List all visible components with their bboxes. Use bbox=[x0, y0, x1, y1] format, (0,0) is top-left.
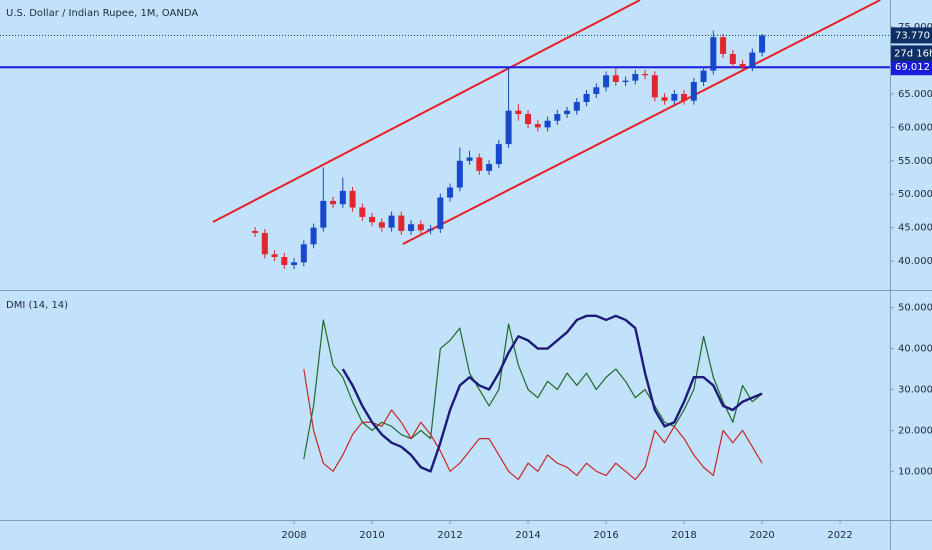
candle-body bbox=[281, 256, 288, 266]
candle-body bbox=[564, 110, 571, 115]
trendline bbox=[212, 0, 641, 223]
candle-body bbox=[476, 157, 483, 171]
candle-body bbox=[427, 228, 434, 231]
candle-body bbox=[632, 73, 639, 81]
candle-body bbox=[554, 114, 561, 121]
candle-body bbox=[310, 227, 317, 245]
y-tick-label: 60.000 bbox=[898, 122, 932, 133]
dmi-line bbox=[341, 314, 763, 473]
y-tick-label: 40.000 bbox=[898, 256, 932, 267]
candle-body bbox=[505, 110, 512, 145]
candle-body bbox=[486, 164, 493, 171]
candle-body bbox=[583, 93, 590, 103]
candle-body bbox=[388, 215, 395, 228]
candle-body bbox=[369, 216, 376, 223]
candle-body bbox=[544, 120, 551, 128]
dmi-line bbox=[303, 368, 763, 481]
y-tick-label: 55.000 bbox=[898, 156, 932, 167]
candle-body bbox=[612, 75, 619, 82]
candle-body bbox=[437, 197, 444, 229]
price-label: 69.012 bbox=[895, 62, 930, 73]
candle-body bbox=[359, 207, 366, 217]
chart-title: U.S. Dollar / Indian Rupee, 1M, OANDA bbox=[6, 8, 198, 19]
candle-body bbox=[515, 110, 522, 115]
y-tick-label: 45.000 bbox=[898, 223, 932, 234]
candle-body bbox=[495, 144, 502, 165]
candle-body bbox=[739, 63, 746, 68]
candle-body bbox=[417, 224, 424, 231]
candle-body bbox=[320, 200, 327, 228]
candle-body bbox=[573, 102, 580, 111]
candle-body bbox=[300, 244, 307, 263]
candle-body bbox=[593, 87, 600, 94]
candle-body bbox=[330, 200, 337, 205]
indicator-title: DMI (14, 14) bbox=[6, 300, 68, 311]
candle-body bbox=[622, 80, 629, 82]
dmi-line bbox=[303, 319, 763, 460]
candle-body bbox=[720, 37, 727, 54]
trendline bbox=[402, 0, 881, 245]
y-tick-label: 50.0000 bbox=[898, 303, 932, 314]
candle-body bbox=[729, 53, 736, 64]
candle-body bbox=[291, 262, 298, 266]
price-label: 73.770 bbox=[895, 30, 930, 41]
x-tick-label: 2016 bbox=[593, 530, 618, 541]
x-tick-label: 2012 bbox=[437, 530, 462, 541]
candle-body bbox=[710, 37, 717, 71]
candle-body bbox=[690, 81, 697, 101]
y-tick-label: 65.000 bbox=[898, 89, 932, 100]
x-tick-label: 2022 bbox=[827, 530, 852, 541]
candle-body bbox=[339, 190, 346, 205]
x-tick-label: 2010 bbox=[359, 530, 384, 541]
candle-body bbox=[349, 190, 356, 208]
countdown-box bbox=[891, 45, 932, 62]
y-tick-label: 40.0000 bbox=[898, 344, 932, 355]
candle-body bbox=[466, 157, 473, 161]
candle-body bbox=[759, 35, 766, 53]
candle-body bbox=[398, 215, 405, 231]
candle-body bbox=[378, 222, 385, 228]
y-tick-label: 10.0000 bbox=[898, 466, 932, 477]
candle-body bbox=[252, 230, 259, 233]
candle-body bbox=[642, 73, 649, 76]
candle-body bbox=[671, 93, 678, 101]
candle-body bbox=[603, 75, 610, 88]
candle-body bbox=[700, 70, 707, 82]
candle-body bbox=[651, 75, 658, 98]
y-tick-label: 30.0000 bbox=[898, 385, 932, 396]
x-tick-label: 2008 bbox=[281, 530, 306, 541]
y-tick-label: 50.000 bbox=[898, 189, 932, 200]
candle-body bbox=[271, 254, 278, 257]
countdown: 27d 16h bbox=[894, 48, 932, 59]
candle-body bbox=[408, 224, 415, 231]
candle-body bbox=[525, 114, 532, 125]
candle-body bbox=[661, 97, 668, 101]
candle-body bbox=[456, 160, 463, 188]
x-tick-label: 2014 bbox=[515, 530, 540, 541]
price-label-box bbox=[891, 27, 932, 44]
candle-body bbox=[749, 52, 756, 68]
candle-body bbox=[447, 187, 454, 198]
x-tick-label: 2018 bbox=[671, 530, 696, 541]
x-tick-label: 2020 bbox=[749, 530, 774, 541]
candle-body bbox=[681, 93, 688, 101]
y-tick-label: 20.0000 bbox=[898, 425, 932, 436]
candle-body bbox=[534, 124, 541, 128]
price-label-box bbox=[891, 59, 932, 76]
candle-body bbox=[261, 232, 268, 255]
